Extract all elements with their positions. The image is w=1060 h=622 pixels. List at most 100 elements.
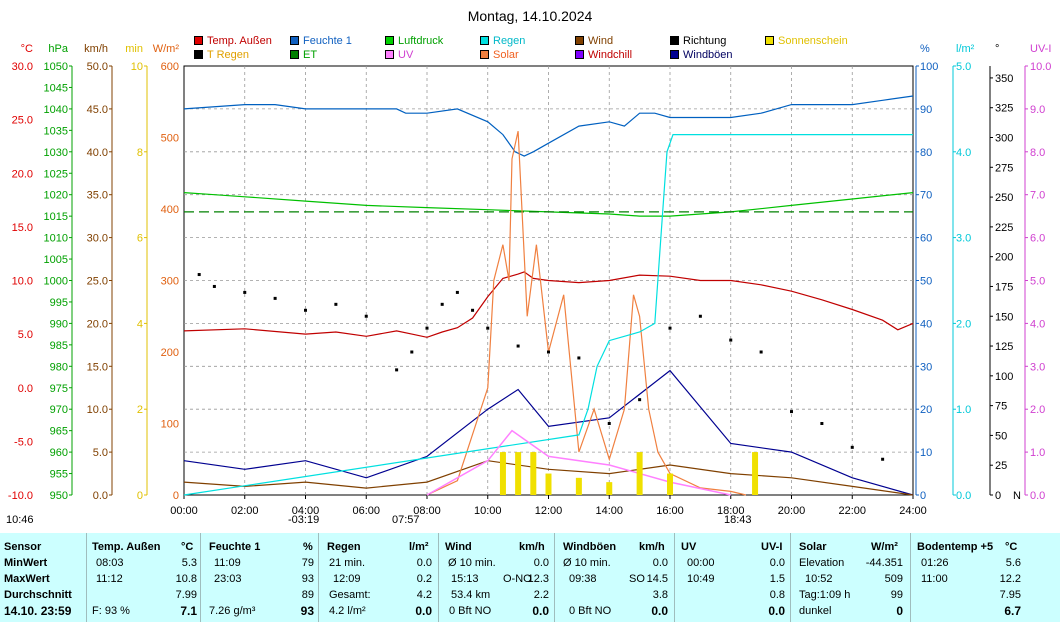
legend-label: Feuchte 1 (303, 35, 352, 47)
humidity-unit-label: % (920, 43, 930, 55)
legend-label: Richtung (683, 35, 727, 47)
x-tick-label: 06:00 (352, 505, 380, 517)
temp-tick-label: -10.0 (8, 490, 33, 502)
series-line-windb-en (183, 369, 914, 496)
stats-temp-min-time: 08:03 (96, 557, 124, 569)
x-tick-label: 10:00 (474, 505, 502, 517)
legend-label: Windböen (683, 49, 733, 61)
series-line-solar (426, 130, 747, 496)
direction-point (486, 326, 490, 330)
direction-point (410, 350, 414, 354)
direction-tick-label: 250 (995, 192, 1013, 204)
stats-soil-r3: 7.95 (999, 589, 1021, 601)
stats-temp-min: 5.3 (181, 557, 197, 569)
direction-point (759, 350, 763, 354)
pressure-tick-label: 970 (50, 404, 68, 416)
legend-label: Regen (493, 35, 526, 47)
sunshine-bar (545, 473, 552, 495)
legend-swatch (290, 50, 299, 59)
temp-unit-label: °C (21, 43, 33, 55)
legend-item: Luftdruck (385, 35, 443, 47)
wind-tick-label: 40.0 (87, 147, 108, 159)
direction-tick-label: 50 (995, 430, 1007, 442)
stats-soil-now: 6.7 (1004, 604, 1021, 618)
solar-tick-label: 100 (161, 419, 179, 431)
humidity-tick-label: 20 (920, 404, 932, 416)
temp-tick-label: 5.0 (18, 329, 33, 341)
stats-hum-min: 79 (301, 557, 314, 569)
stats-soil-r1: 5.6 (1005, 557, 1021, 569)
stats-hum-min-time: 11:09 (214, 557, 241, 569)
wind-tick-label: 45.0 (87, 104, 108, 116)
series-line-temp-au-en (183, 271, 914, 338)
direction-point (638, 398, 642, 402)
pressure-tick-label: 1015 (44, 211, 68, 223)
direction-point (455, 290, 459, 294)
pressure-tick-label: 1050 (44, 61, 68, 73)
stats-wind-r2: 12.3 (527, 573, 549, 585)
humidity-tick-label: 0 (920, 490, 926, 502)
sunshine-bar (606, 482, 613, 495)
direction-point (577, 356, 581, 360)
pressure-tick-label: 990 (50, 318, 68, 330)
wind-tick-label: 5.0 (93, 447, 108, 459)
pressure-tick-label: 950 (50, 490, 68, 502)
legend-swatch (194, 50, 203, 59)
stats-temp-max: 10.8 (175, 573, 197, 585)
stats-solar-r2-label: 10:52 (805, 573, 833, 585)
direction-point (243, 290, 247, 294)
stats-rain-r1: 0.0 (416, 557, 432, 569)
legend-swatch (194, 36, 203, 45)
direction-point (395, 368, 399, 372)
rain-tick-label: 4.0 (956, 147, 971, 159)
legend-label: Wind (588, 35, 614, 47)
stats-rain-extra: 4.2 l/m² (329, 605, 366, 617)
series-line-feuchte-1 (183, 95, 914, 157)
rain-tick-label: 5.0 (956, 61, 971, 73)
uv-tick-label: 8.0 (1030, 147, 1045, 159)
pressure-tick-label: 1030 (44, 147, 68, 159)
sunshine-bar (667, 473, 673, 495)
x-tick-label: 14:00 (595, 505, 623, 517)
stats-row-max: MaxWert (4, 573, 50, 585)
humidity-tick-label: 90 (920, 104, 932, 116)
legend-item: Regen (480, 35, 525, 47)
stats-solar-now: 0 (896, 604, 903, 618)
pressure-tick-label: 980 (50, 361, 68, 373)
wind-tick-label: 35.0 (87, 190, 108, 202)
rain-tick-label: 0.0 (956, 490, 971, 502)
sunshine-tick-label: 6 (137, 233, 143, 245)
x-tick-label: 00:00 (170, 505, 198, 517)
stats-uv: UV UV-I 00:00 0.0 10:49 1.5 0.8 0.0 (674, 533, 791, 622)
direction-tick-label: 75 (995, 401, 1007, 413)
stats-solar-head: Solar (799, 541, 827, 553)
legend-item: Windchill (575, 49, 632, 61)
pressure-tick-label: 965 (50, 426, 68, 438)
x-tick-label: 12:00 (535, 505, 563, 517)
legend-item: Sonnenschein (765, 35, 848, 47)
stats-soil: Bodentemp +5 °C 01:26 5.6 11:00 12.2 7.9… (910, 533, 1060, 622)
legend-item: Wind (575, 35, 613, 47)
stats-gust-r1-label: Ø 10 min. (563, 557, 611, 569)
wind-unit-label: km/h (84, 43, 108, 55)
stats-rain-head: Regen (327, 541, 361, 553)
humidity-tick-label: 60 (920, 233, 932, 245)
direction-point (334, 302, 338, 306)
direction-point (698, 314, 702, 318)
uv-tick-label: 1.0 (1030, 447, 1045, 459)
legend-swatch (385, 50, 394, 59)
uv-tick-label: 3.0 (1030, 361, 1045, 373)
pressure-tick-label: 995 (50, 297, 68, 309)
direction-point (820, 422, 824, 425)
sunshine-bar (575, 477, 582, 495)
sunshine-tick-label: 8 (137, 147, 143, 159)
stats-soil-r1-label: 01:26 (921, 557, 949, 569)
stats-humidity: Feuchte 1 % 11:09 79 23:03 93 89 7.26 g/… (200, 533, 319, 622)
humidity-tick-label: 70 (920, 190, 932, 202)
stats-temp-unit: °C (181, 541, 194, 553)
stats-sensor-head: Sensor (4, 541, 42, 553)
direction-tick-label: 300 (995, 133, 1013, 145)
direction-point (881, 457, 885, 461)
legend-item: Windböen (670, 49, 733, 61)
rain-tick-label: 1.0 (956, 404, 971, 416)
